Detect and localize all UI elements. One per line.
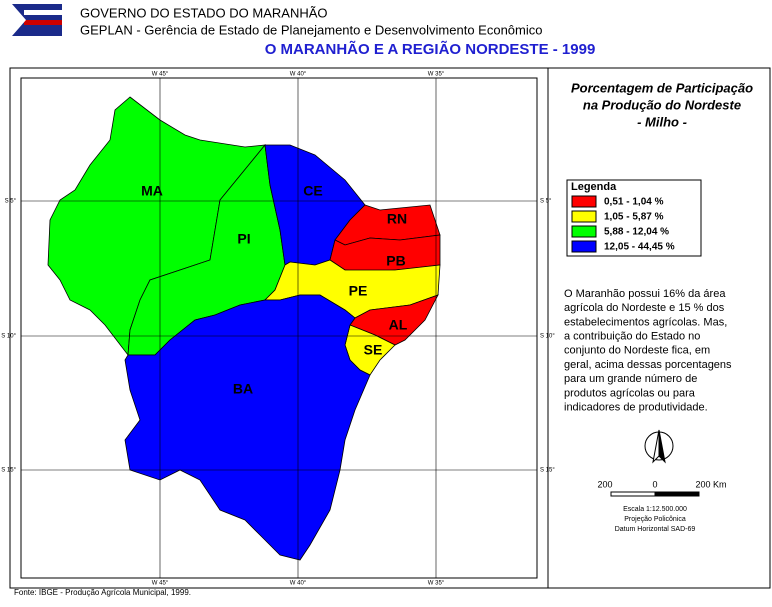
north-half (658, 429, 666, 464)
state-label: MA (141, 183, 163, 199)
scale-bar (610, 491, 700, 497)
longitude-label: W 35° (428, 581, 445, 587)
longitude-label: W 40° (290, 581, 307, 587)
legend-heading: Legenda (571, 181, 617, 193)
description-line: indicadores de produtividade. (564, 402, 708, 414)
latitude-label: S 5° (540, 199, 552, 205)
description-line: estabelecimentos agrícolas. Mas, (564, 316, 727, 328)
longitude-label: W 45° (152, 581, 169, 587)
latitude-label: S 15° (1, 468, 16, 474)
logo-stripe (24, 10, 62, 15)
map-frame (20, 77, 538, 579)
legend-swatch (571, 240, 597, 253)
description-line: para um grande número de (564, 373, 697, 385)
agency: GOVERNO DO ESTADO DO MARANHÃO (80, 5, 328, 20)
legend-swatch (571, 195, 597, 208)
state-label: RN (387, 211, 407, 227)
outer-frame (9, 67, 771, 589)
scale-label: 0 (652, 479, 657, 489)
longitude-label: W 45° (152, 72, 169, 78)
logo (12, 4, 62, 36)
scale-note: Datum Horizontal SAD-69 (615, 526, 696, 533)
scale-segment (610, 491, 656, 497)
map: MA PI CE RN PB PE AL SE BA W 45° W 45° W 40° W 40° W … (1, 72, 555, 587)
longitude-label: W 35° (428, 72, 445, 78)
logo-stripe (24, 20, 62, 25)
scale-label: 200 Km (695, 479, 726, 489)
department: GEPLAN - Gerência de Estado de Planejame… (80, 22, 542, 37)
description-line: agrícola do Nordeste e 15 % dos (564, 302, 725, 314)
state-label: CE (303, 183, 322, 199)
longitude-label: W 40° (290, 72, 307, 78)
description-line: geral, acima dessas porcentagens (564, 359, 732, 371)
description-line: conjunto do Nordeste fica, em (564, 345, 710, 357)
latitude-label: S 10° (540, 334, 555, 340)
legend-box (566, 179, 702, 257)
legend-label: 5,88 - 12,04 % (604, 227, 669, 238)
source: Fonte: IBGE - Produção Agrícola Municipa… (14, 588, 191, 597)
description-line: produtos agrícolas ou para (564, 387, 696, 399)
scale-note: Escala 1:12.500.000 (623, 506, 687, 513)
description-line: O Maranhão possui 16% da área (564, 288, 726, 300)
legend-title: Porcentagem de Participação (571, 80, 753, 95)
state (124, 294, 371, 561)
legend-label: 1,05 - 5,87 % (604, 212, 664, 223)
description-line: a contribuição do Estado no (564, 331, 700, 343)
latitude-label: S 10° (1, 334, 16, 340)
side-panel: Porcentagem de Participação na Produção d… (564, 80, 753, 532)
state-label: PE (349, 283, 368, 299)
state-label: SE (364, 342, 383, 358)
map-title: O MARANHÃO E A REGIÃO NORDESTE - 1999 (265, 40, 596, 58)
legend-title: - Milho - (637, 114, 687, 129)
latitude-label: S 5° (5, 199, 17, 205)
scale-note: Projeção Policônica (624, 516, 686, 523)
state-label: BA (233, 381, 253, 397)
legend-swatch (571, 225, 597, 238)
north-arrow (644, 429, 674, 464)
legend-label: 0,51 - 1,04 % (604, 197, 664, 208)
state-label: PB (386, 253, 405, 269)
scale-segment (654, 491, 700, 497)
scale-label: 200 (597, 479, 612, 489)
logo-triangle (12, 4, 26, 36)
legend-label: 12,05 - 44,45 % (604, 242, 675, 253)
legend-title: na Produção do Nordeste (583, 97, 741, 112)
state-label: AL (389, 317, 408, 333)
legend-swatch (571, 210, 597, 223)
state-label: PI (237, 231, 250, 247)
latitude-label: S 15° (540, 468, 555, 474)
